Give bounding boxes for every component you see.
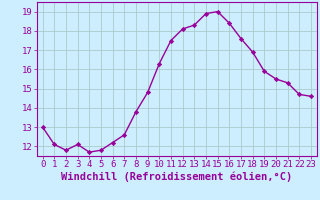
X-axis label: Windchill (Refroidissement éolien,°C): Windchill (Refroidissement éolien,°C) <box>61 172 292 182</box>
